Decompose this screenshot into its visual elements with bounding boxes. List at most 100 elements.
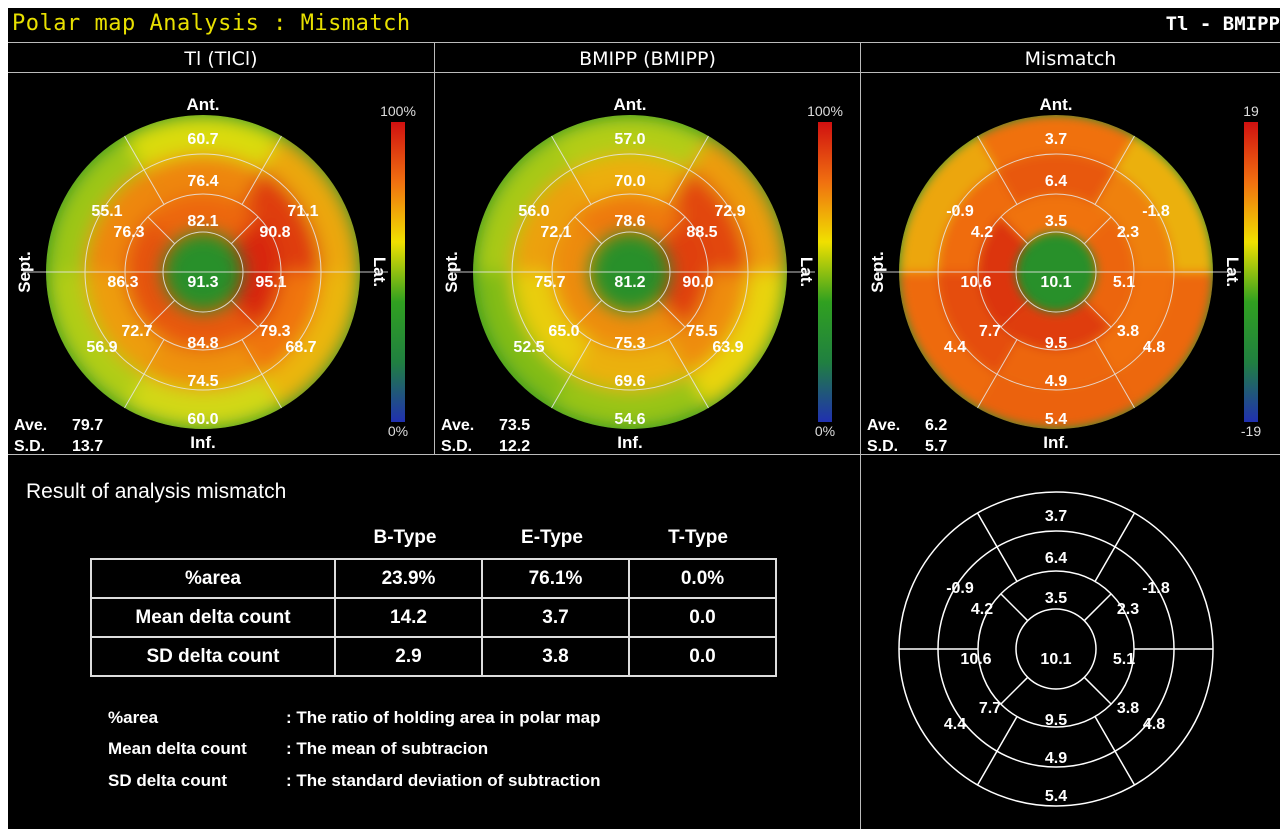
segment-value: 65.0 — [548, 323, 579, 340]
table-cell: 0.0 — [628, 636, 777, 677]
divider — [434, 42, 435, 454]
segment-value: 69.6 — [614, 373, 645, 390]
scale-min-label: 0% — [388, 423, 408, 439]
segment-value: 84.8 — [187, 335, 218, 352]
polar-map-panel-mismatch: 3.7 6.4 3.5 -0.9 4.2 -1.8 2.3 10.6 10.1 5.1 7.7 4.4… — [861, 74, 1280, 454]
schematic-value: 3.8 — [1117, 700, 1139, 717]
polar-segment — [689, 272, 787, 408]
polar-segment — [512, 272, 591, 375]
polar-segment — [669, 169, 748, 272]
schematic-value: 9.5 — [1045, 712, 1067, 729]
legend-key: SD delta count — [108, 771, 228, 790]
schematic-value: 4.8 — [1143, 716, 1165, 733]
table-cell: 3.8 — [481, 636, 630, 677]
divider — [8, 72, 1280, 73]
segment-value: 88.5 — [686, 224, 717, 241]
polar-segment — [977, 115, 1135, 170]
divider — [8, 42, 1280, 43]
scale-min-label: 0% — [815, 423, 835, 439]
segment-value: 4.8 — [1143, 339, 1165, 356]
polar-segment — [1115, 272, 1213, 408]
polar-segment — [551, 115, 709, 170]
segment-value: 5.4 — [1045, 411, 1067, 428]
polar-segment — [242, 272, 321, 375]
segment-value: -0.9 — [946, 203, 974, 220]
segment-value: 60.0 — [187, 411, 218, 428]
label-anterior: Ant. — [1039, 95, 1072, 114]
polar-segment — [1095, 272, 1174, 375]
polar-segment — [997, 154, 1115, 205]
table-row: %area 23.9% 76.1% 0.0% — [90, 558, 777, 599]
title-bar: Polar map Analysis : Mismatch Tl - BMIPP — [8, 8, 1280, 42]
segment-value: 82.1 — [187, 213, 218, 230]
segment-value: 3.7 — [1045, 131, 1067, 148]
schematic-value: 5.1 — [1113, 651, 1135, 668]
schematic-value: -1.8 — [1142, 580, 1170, 597]
label-inferior: Inf. — [1043, 433, 1069, 452]
segment-value: 90.0 — [682, 274, 713, 291]
row-label: Mean delta count — [90, 597, 336, 638]
polar-segment — [574, 300, 686, 350]
segment-value: 56.9 — [86, 339, 117, 356]
segment-value: 75.5 — [686, 323, 717, 340]
schematic-value: 2.3 — [1117, 601, 1139, 618]
polar-segment — [46, 272, 144, 408]
segment-value: 60.7 — [187, 131, 218, 148]
polar-segment — [571, 339, 689, 390]
segment-value: 54.6 — [614, 411, 645, 428]
schematic-value: 6.4 — [1045, 550, 1067, 567]
segment-value: 76.3 — [113, 224, 144, 241]
segment-value: 52.5 — [513, 339, 544, 356]
legend-key: %area — [108, 708, 159, 727]
column-header-e-type: E-Type — [521, 527, 583, 548]
scale-max-label: 100% — [380, 103, 416, 119]
segment-value: 74.5 — [187, 373, 218, 390]
label-lateral: Lat. — [797, 257, 816, 287]
table-cell: 2.9 — [334, 636, 483, 677]
polar-segment — [1000, 194, 1112, 244]
color-scale-bar — [818, 122, 832, 422]
polar-segment — [124, 115, 282, 170]
polar-segment — [473, 136, 571, 272]
label-lateral: Lat. — [1223, 257, 1242, 287]
polar-segment — [977, 374, 1135, 429]
panel-title-mismatch: Mismatch — [1024, 48, 1117, 70]
polar-segment — [124, 374, 282, 429]
segment-value: 72.7 — [121, 323, 152, 340]
table-row: SD delta count 2.9 3.8 0.0 — [90, 636, 777, 677]
polar-map-panel-bmipp: 57.0 70.0 78.6 56.0 72.1 72.9 88.5 75.7 81.2 90.0… — [435, 74, 860, 454]
legend-text: : The ratio of holding area in polar map — [286, 708, 601, 727]
polar-map: 3.7 6.4 3.5 -0.9 4.2 -1.82.3 10.6 10.1 5.1 7.7 4.4… — [867, 95, 1261, 454]
polar-segment — [669, 272, 748, 375]
scale-max-label: 100% — [807, 103, 843, 119]
label-anterior: Ant. — [186, 95, 219, 114]
polar-map-panel-tl: 60.7 76.4 82.1 55.1 76.3 71.1 90.8 86.3 91.3 95.1… — [8, 74, 433, 454]
segment-value: 3.5 — [1045, 213, 1067, 230]
segment-value: 7.7 — [979, 323, 1001, 340]
segment-value: 91.3 — [187, 274, 218, 291]
sd-value: 12.2 — [499, 438, 530, 454]
segment-value: 68.7 — [285, 339, 316, 356]
segment-value: 4.2 — [971, 224, 993, 241]
legend-row: SD delta count: The standard deviation o… — [108, 771, 601, 791]
average-value: 79.7 — [72, 417, 103, 434]
segment-value: 90.8 — [259, 224, 290, 241]
schematic-diagram: 3.7 6.4 3.5 -0.9 4.2 -1.82.3 10.6 10.1 5.1 7.7 4.4… — [898, 491, 1214, 807]
schematic-value: 4.4 — [944, 716, 966, 733]
segment-value: 72.1 — [540, 224, 571, 241]
window-title: Polar map Analysis : Mismatch — [12, 11, 411, 36]
schematic-value: 10.6 — [960, 651, 991, 668]
schematic-grid — [898, 491, 1214, 807]
schematic-value: 7.7 — [979, 700, 1001, 717]
average-label: Ave. — [14, 417, 47, 434]
result-title: Result of analysis mismatch — [26, 480, 287, 503]
segment-value: 81.2 — [614, 274, 645, 291]
sd-label: S.D. — [867, 438, 898, 454]
polar-segment — [147, 194, 259, 244]
label-anterior: Ant. — [613, 95, 646, 114]
polar-segment — [1115, 136, 1213, 272]
polar-grid — [450, 135, 815, 409]
schematic-value: 5.4 — [1045, 788, 1067, 805]
segment-schematic: 3.7 6.4 3.5 -0.9 4.2 -1.8 2.3 10.6 10.1 5.1 7.7 4.4… — [861, 455, 1280, 829]
average-value: 73.5 — [499, 417, 530, 434]
